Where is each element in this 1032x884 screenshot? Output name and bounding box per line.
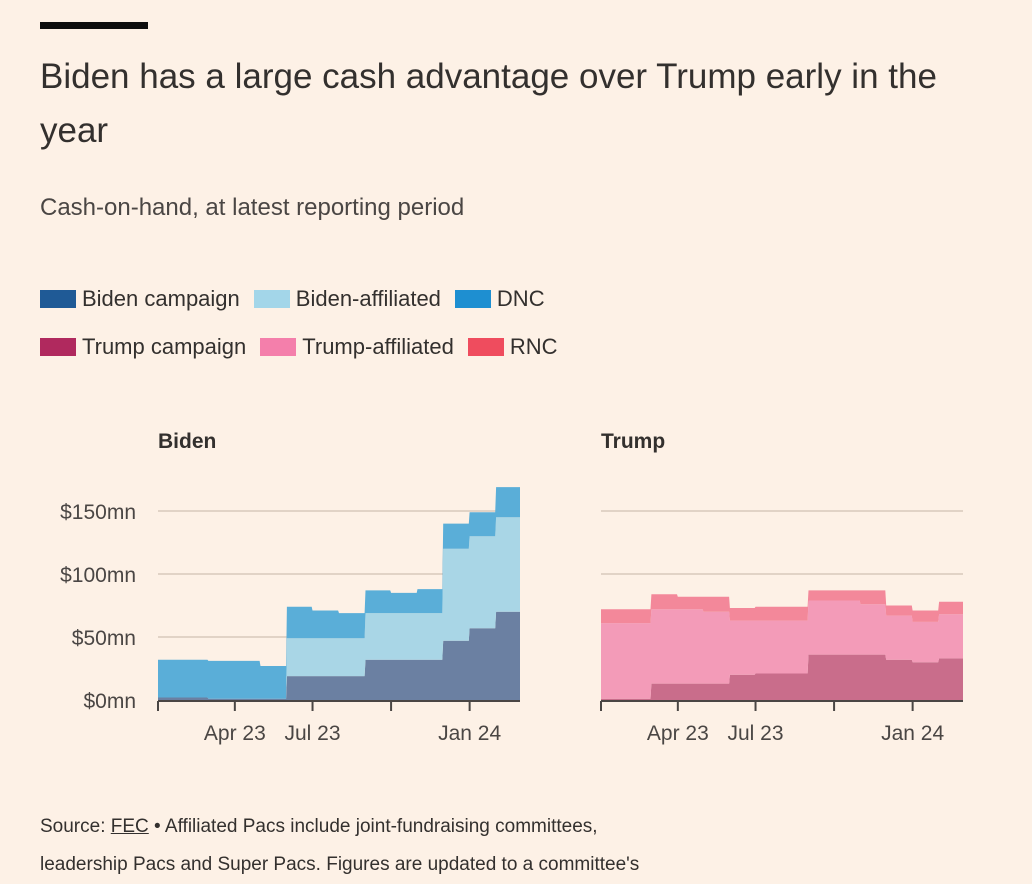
source-link[interactable]: FEC <box>110 816 149 837</box>
footer-text-1: • Affiliated Pacs include joint-fundrais… <box>148 816 598 837</box>
area-trump-affiliated <box>601 600 963 699</box>
y-tick-label: $150mn <box>60 501 136 524</box>
x-tick-label: Jan 24 <box>881 722 944 745</box>
footer-text-2: leadership Pacs and Super Pacs. Figures … <box>40 854 640 875</box>
legend-swatch <box>253 290 290 308</box>
legend-label: DNC <box>496 286 545 311</box>
legend-item-trump-affiliated: Trump-affiliated <box>260 334 454 360</box>
panel-biden: Biden Apr 23 Jul 23 Jan 24 $0mn $50mn $100mn $1… <box>60 430 520 745</box>
chart-subtitle: Cash-on-hand, at latest reporting period <box>40 194 465 221</box>
legend-row-trump: Trump campaign Trump-affiliated RNC <box>40 334 572 360</box>
legend-item-trump-campaign: Trump campaign <box>40 334 246 360</box>
legend-swatch <box>40 338 76 356</box>
area-biden-campaign <box>158 611 520 700</box>
x-tick-label: Jul 23 <box>728 722 784 745</box>
x-tick-label: Jan 24 <box>438 722 501 745</box>
legend-label: Biden campaign <box>82 286 240 311</box>
panel-title: Biden <box>158 430 216 453</box>
legend-row-biden: Biden campaign Biden-affiliated DNC <box>40 286 572 312</box>
footer-note: Source: FEC • Affiliated Pacs include jo… <box>40 808 1000 884</box>
panel-trump: Trump Apr 23 Jul 23 Jan 24 <box>600 430 963 745</box>
area-biden-affiliated <box>158 517 520 699</box>
y-tick-label: $100mn <box>60 564 136 587</box>
legend-swatch <box>40 290 76 308</box>
legend-item-biden-affiliated: Biden-affiliated <box>253 286 441 312</box>
x-tick-label: Apr 23 <box>204 722 266 745</box>
area-dnc <box>158 487 520 699</box>
x-tick-label: Apr 23 <box>647 722 709 745</box>
area-trump-campaign <box>601 654 963 700</box>
panel-title: Trump <box>601 430 665 453</box>
y-tick-label: $0mn <box>83 690 136 713</box>
legend-label: Trump campaign <box>82 334 247 359</box>
legend-swatch <box>260 338 297 356</box>
legend-item-biden-campaign: Biden campaign <box>40 286 240 312</box>
y-tick-label: $50mn <box>72 627 136 650</box>
charts-area: Biden Apr 23 Jul 23 Jan 24 $0mn $50mn $100mn $1… <box>60 430 963 745</box>
legend-label: Biden-affiliated <box>295 286 441 311</box>
area-rnc <box>601 590 963 624</box>
legend-swatch <box>454 290 491 308</box>
legend-label: RNC <box>509 334 558 359</box>
legend: Biden campaign Biden-affiliated DNC Trum… <box>40 286 572 382</box>
source-prefix: Source: <box>40 816 106 837</box>
top-rule <box>40 22 148 29</box>
chart-title: Biden has a large cash advantage over Tr… <box>40 57 937 150</box>
x-tick-label: Jul 23 <box>285 722 341 745</box>
legend-item-rnc: RNC <box>467 334 558 360</box>
legend-label: Trump-affiliated <box>302 334 454 359</box>
legend-item-dnc: DNC <box>454 286 545 312</box>
legend-swatch <box>467 338 504 356</box>
